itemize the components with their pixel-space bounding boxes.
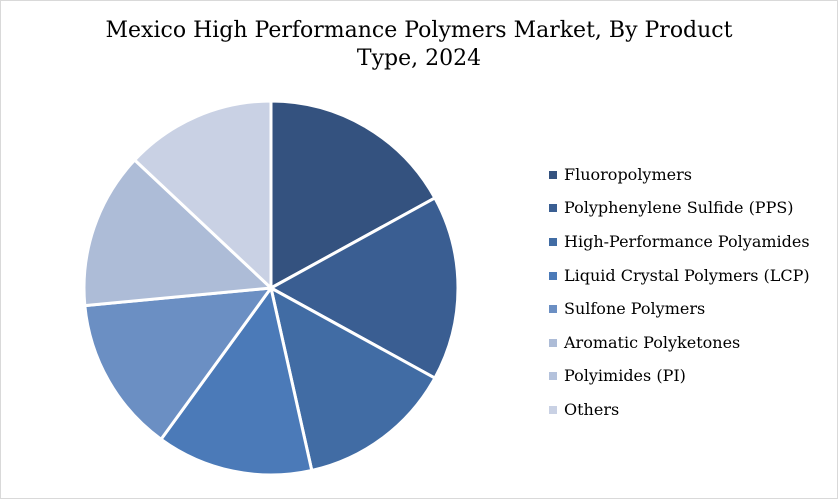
- legend-label: Polyimides (PI): [564, 366, 686, 386]
- legend-swatch: [549, 204, 557, 213]
- pie-slice-liquid-crystal-polymers-lcp: [159, 286, 314, 477]
- legend-label: Fluoropolymers: [564, 164, 692, 184]
- legend-swatch: [549, 170, 557, 179]
- legend-swatch: [549, 237, 557, 246]
- chart-title: Mexico High Performance Polymers Market,…: [1, 17, 837, 73]
- legend-label: Others: [564, 399, 620, 419]
- legend-item: Fluoropolymers: [549, 158, 810, 192]
- legend-swatch: [549, 338, 557, 347]
- legend-swatch: [549, 372, 557, 381]
- legend-swatch: [549, 271, 557, 280]
- pie-slice-high-performance-polyamides: [269, 286, 437, 472]
- pie-slice-aromatic-polyketones: [82, 158, 273, 308]
- legend-swatch: [549, 405, 557, 414]
- legend-label: Sulfone Polymers: [564, 299, 706, 319]
- pie-slice-fluoropolymers: [269, 99, 437, 290]
- legend-label: High-Performance Polyamides: [564, 231, 810, 251]
- legend-item: Sulfone Polymers: [549, 292, 810, 326]
- chart-legend: Fluoropolymers Polyphenylene Sulfide (PPS…: [549, 158, 810, 427]
- legend-swatch: [549, 305, 557, 314]
- legend-item: Others: [549, 393, 810, 427]
- pie-slice-polyphenylene-sulfide-pps: [269, 196, 460, 380]
- legend-item: Liquid Crystal Polymers (LCP): [549, 259, 810, 293]
- legend-item: High-Performance Polyamides: [549, 225, 810, 259]
- legend-label: Polyphenylene Sulfide (PPS): [564, 198, 794, 218]
- legend-label: Liquid Crystal Polymers (LCP): [564, 265, 810, 285]
- pie-slice-sulfone-polymers: [83, 286, 273, 441]
- legend-item: Aromatic Polyketones: [549, 326, 810, 360]
- chart-title-line-2: Type, 2024: [356, 46, 482, 71]
- legend-item: Polyimides (PI): [549, 360, 810, 394]
- pie-slice-others: [133, 99, 273, 290]
- legend-label: Aromatic Polyketones: [564, 332, 741, 352]
- legend-item: Polyphenylene Sulfide (PPS): [549, 192, 810, 226]
- chart-title-line-1: Mexico High Performance Polymers Market,…: [105, 18, 733, 43]
